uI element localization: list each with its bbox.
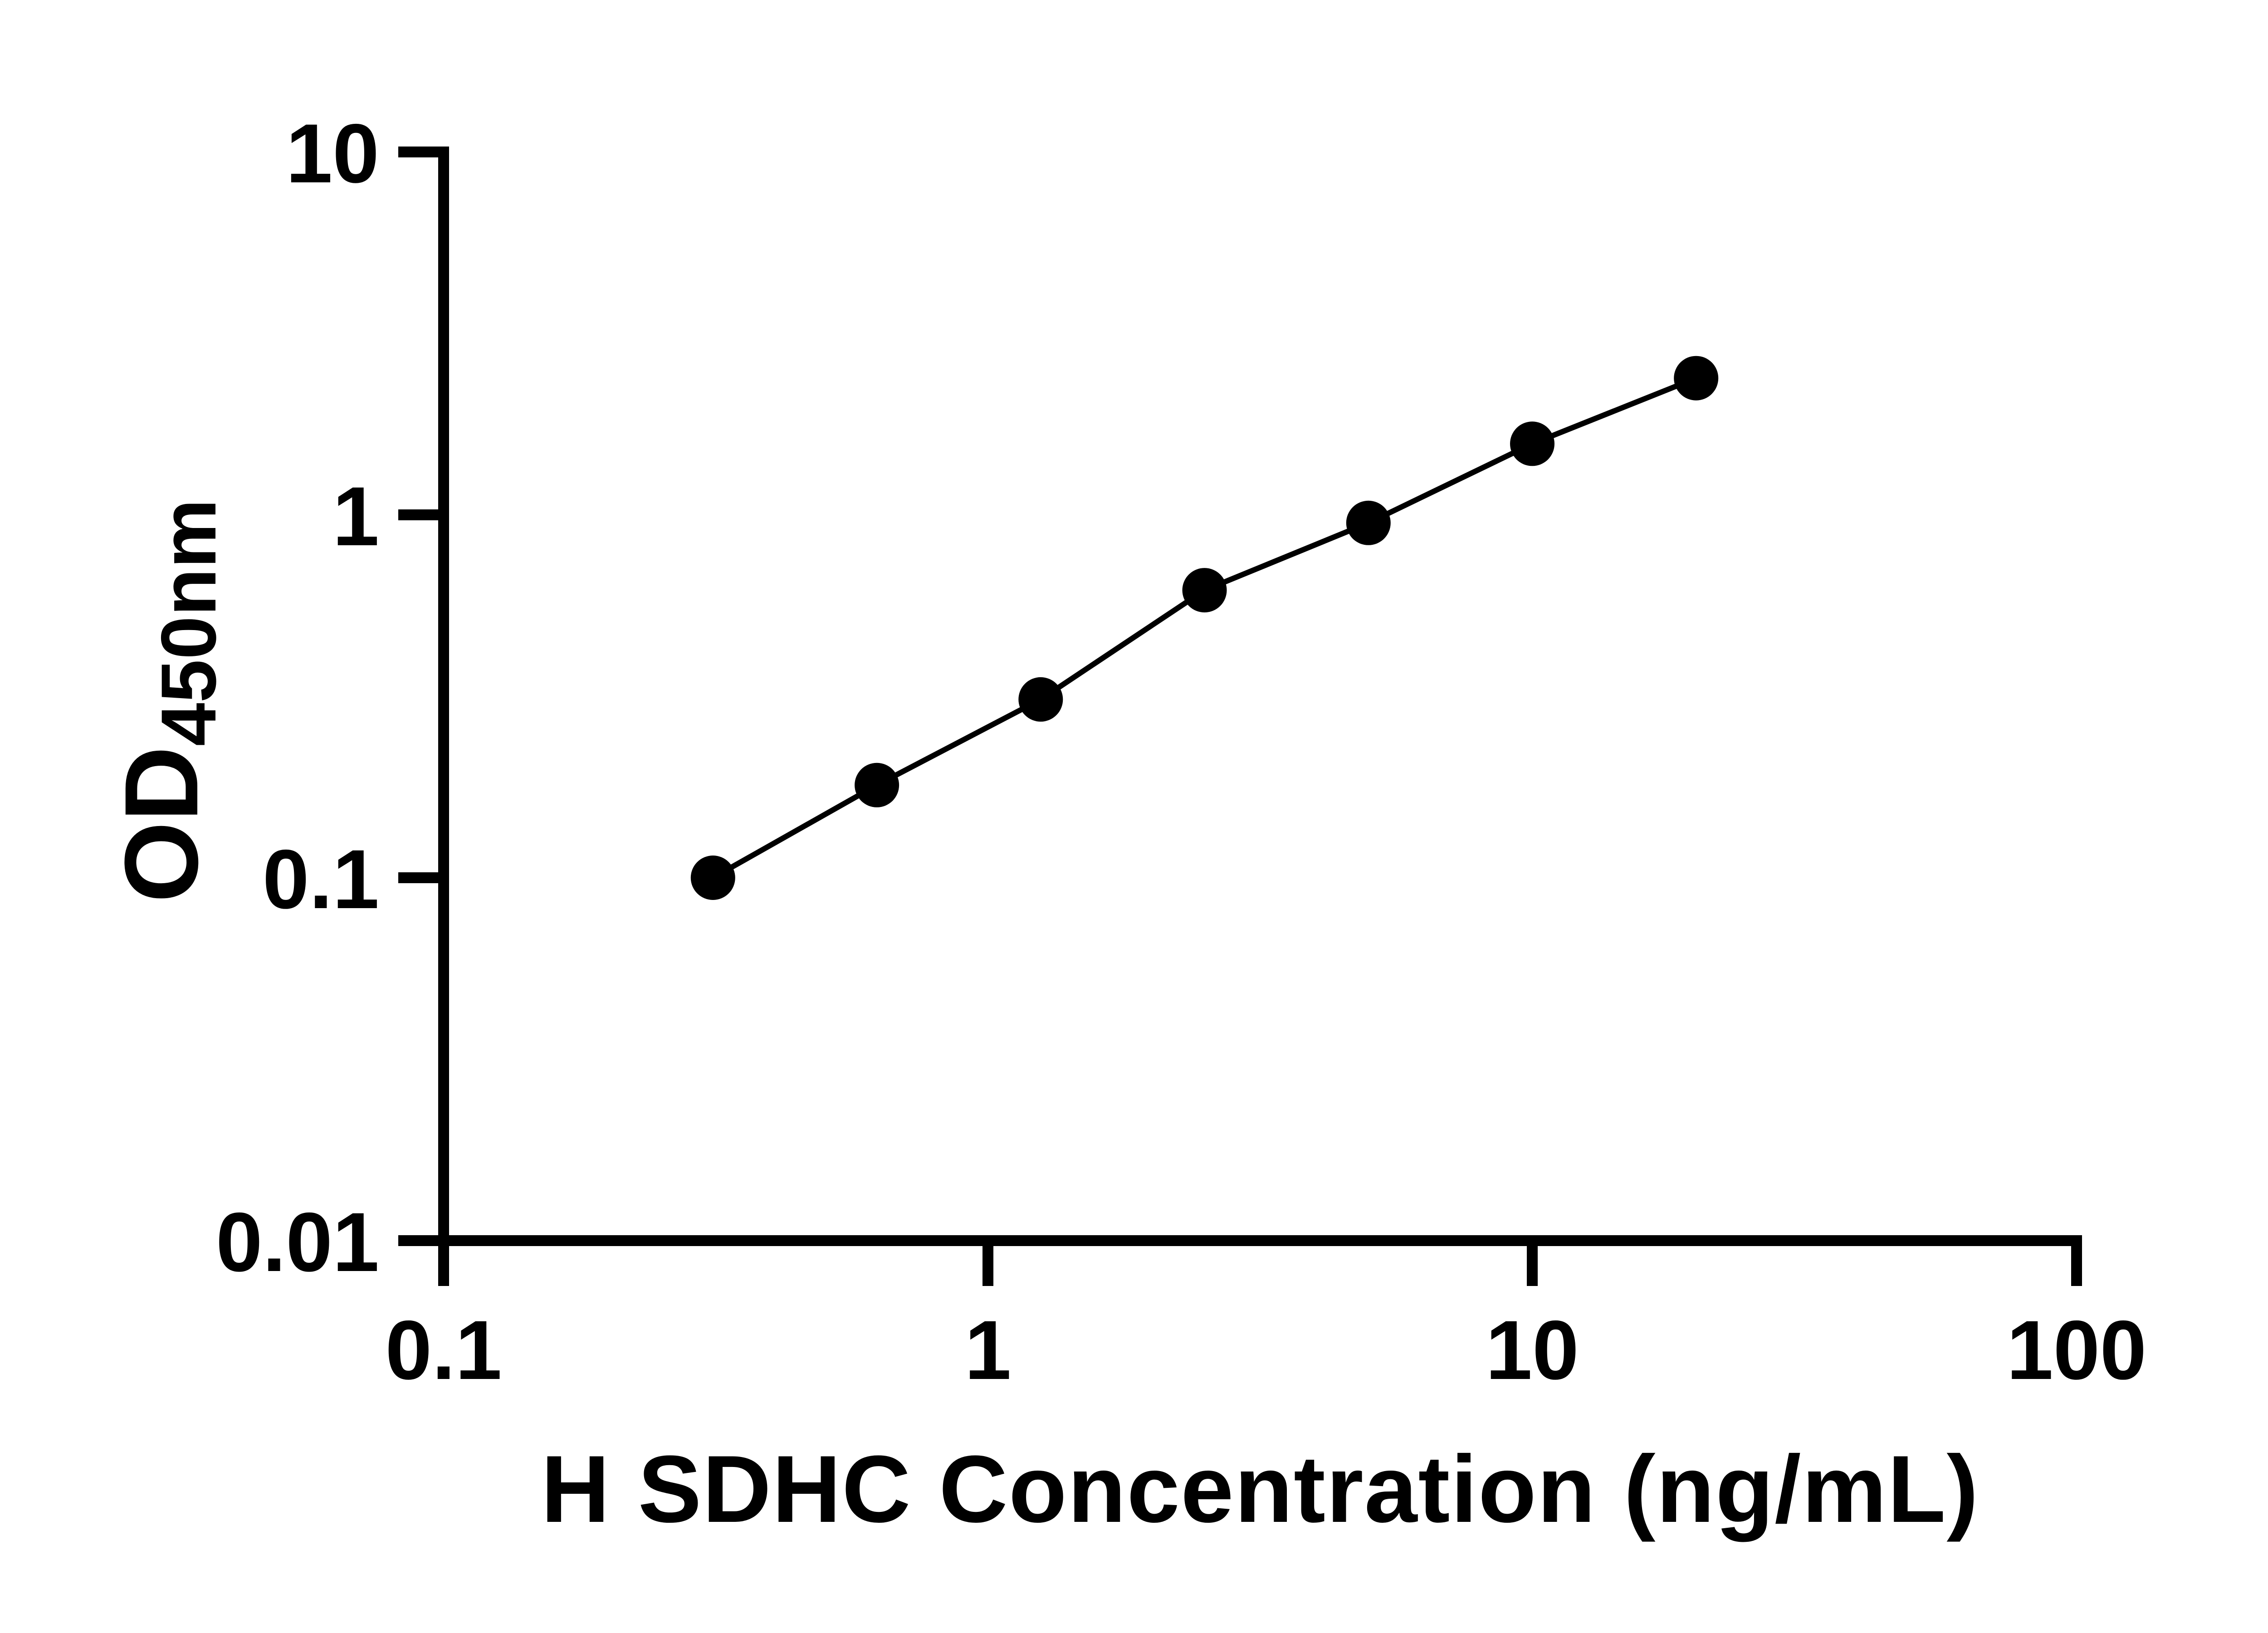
y-tick-label: 10 [286, 107, 379, 200]
x-tick-label: 10 [1486, 1304, 1579, 1397]
x-axis-title: H SDHC Concentration (ng/mL) [541, 1436, 1980, 1542]
data-point-marker [1182, 568, 1227, 613]
y-tick-label: 0.01 [216, 1196, 379, 1289]
data-point-marker [1674, 356, 1719, 401]
tick-marks [398, 147, 2082, 1286]
x-tick-label: 1 [965, 1304, 1012, 1397]
x-tick-label: 0.1 [385, 1304, 502, 1397]
data-series [690, 356, 1719, 900]
y-tick-label: 0.1 [263, 833, 379, 926]
data-point-marker [1346, 500, 1391, 545]
y-axis-title-sub: 450nm [145, 499, 232, 746]
data-point-marker [1510, 421, 1554, 466]
x-tick-label: 100 [2007, 1304, 2147, 1397]
y-tick-label: 1 [332, 470, 379, 563]
data-point-marker [855, 763, 899, 807]
y-axis-title: OD450nm [103, 499, 232, 903]
data-point-marker [1018, 677, 1063, 722]
y-axis-title-main: OD [103, 746, 220, 903]
axes [438, 147, 2082, 1246]
data-point-marker [690, 856, 735, 900]
